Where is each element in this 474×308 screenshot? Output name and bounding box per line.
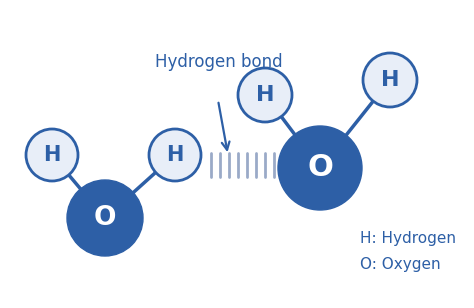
- Text: Hydrogen bond: Hydrogen bond: [155, 53, 283, 71]
- Circle shape: [278, 126, 362, 210]
- Text: H: H: [381, 70, 399, 90]
- Circle shape: [26, 129, 78, 181]
- Circle shape: [238, 68, 292, 122]
- Text: H: Hydrogen: H: Hydrogen: [360, 230, 456, 245]
- Text: H: H: [256, 85, 274, 105]
- Text: O: O: [307, 153, 333, 183]
- Text: O: Oxygen: O: Oxygen: [360, 257, 441, 273]
- Text: H: H: [166, 145, 184, 165]
- Circle shape: [149, 129, 201, 181]
- Text: O: O: [94, 205, 116, 231]
- Circle shape: [67, 180, 143, 256]
- Text: H: H: [43, 145, 61, 165]
- Circle shape: [363, 53, 417, 107]
